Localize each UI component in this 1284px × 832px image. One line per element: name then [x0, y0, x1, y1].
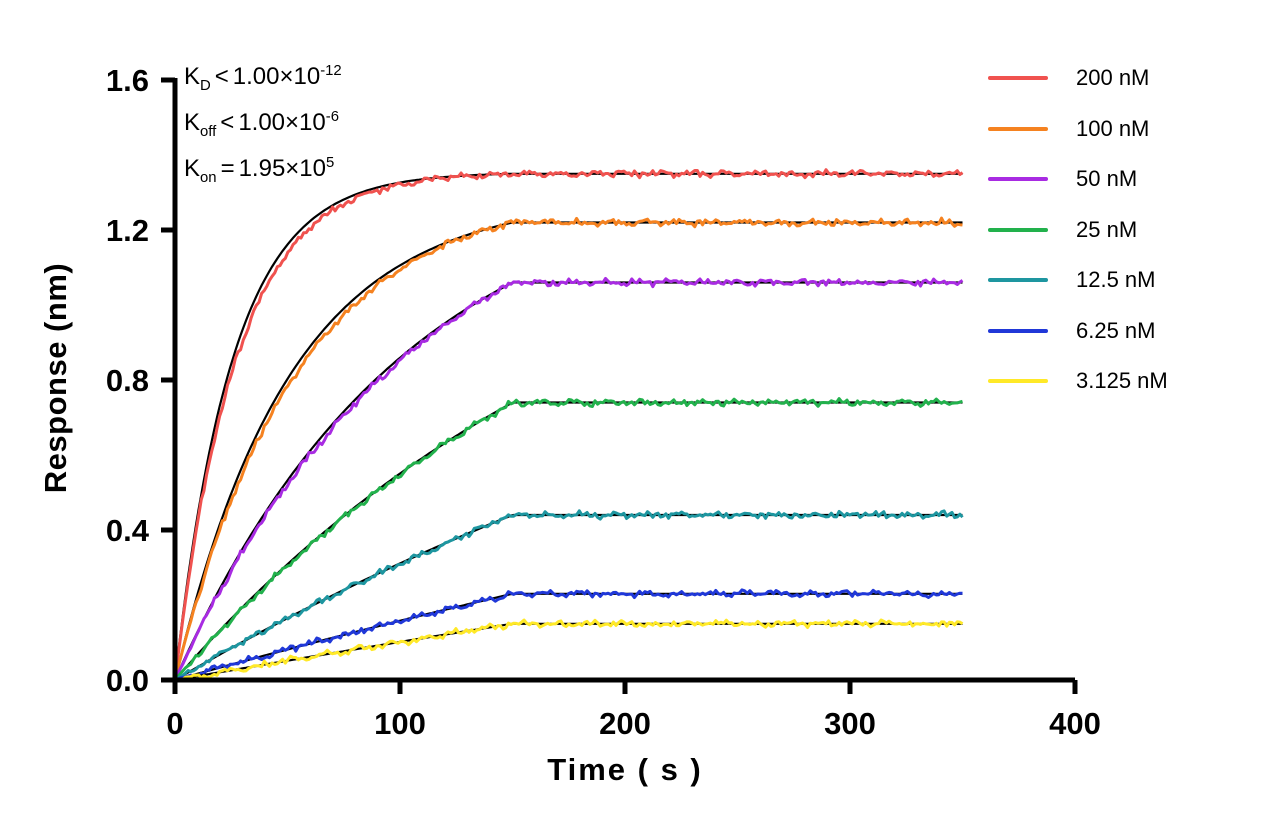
fit-line — [173, 281, 963, 681]
koff-value: 1.00×10 — [238, 109, 326, 136]
kd-symbol: K — [184, 63, 201, 90]
koff-exponent: -6 — [325, 109, 339, 125]
series-line — [173, 397, 963, 682]
legend-swatch-3.125nM — [988, 379, 1048, 384]
legend-swatch-25nM — [988, 227, 1048, 232]
y-tick-label: 1.2 — [106, 213, 149, 248]
legend-swatch-12.5nM — [988, 278, 1048, 283]
kon-annotation: Kon = 1.95×105 — [184, 154, 342, 200]
kd-exponent: -12 — [320, 63, 342, 79]
legend-item-100nM: 100 nM — [988, 104, 1168, 155]
koff-annotation: Koff <1.00×10-6 — [184, 108, 342, 154]
legend-label-50nM: 50 nM — [1076, 166, 1138, 192]
kon-relation: = — [220, 155, 235, 182]
x-tick-label: 200 — [599, 706, 651, 741]
fit-line — [174, 401, 963, 681]
y-tick-label: 0.0 — [106, 663, 149, 698]
x-tick-label: 0 — [166, 706, 183, 741]
y-tick-label: 0.8 — [106, 363, 149, 398]
kinetics-annotations: KD <1.00×10-12 Koff <1.00×10-6 Kon = 1.95×10… — [184, 62, 342, 200]
x-tick-label: 100 — [374, 706, 426, 741]
kd-annotation: KD <1.00×10-12 — [184, 62, 342, 108]
legend-item-6.25nM: 6.25 nM — [988, 306, 1168, 357]
koff-subscript: off — [200, 123, 217, 140]
legend-label-100nM: 100 nM — [1076, 115, 1150, 141]
legend-swatch-100nM — [988, 126, 1048, 131]
legend-label-6.25nM: 6.25 nM — [1076, 317, 1156, 343]
series-line — [173, 276, 964, 681]
legend-swatch-50nM — [988, 177, 1048, 182]
series-line — [174, 618, 964, 682]
x-axis-title: Time ( s ) — [547, 752, 703, 787]
x-tick-label: 300 — [824, 706, 876, 741]
legend-label-12.5nM: 12.5 nM — [1076, 267, 1156, 293]
series-line — [173, 168, 964, 681]
legend-label-25nM: 25 nM — [1076, 216, 1138, 242]
kon-symbol: K — [184, 155, 201, 182]
legend-swatch-6.25nM — [988, 328, 1048, 333]
legend: 200 nM 100 nM 50 nM 25 nM 12.5 nM 6.25 n… — [988, 53, 1168, 407]
legend-item-3.125nM: 3.125 nM — [988, 356, 1168, 407]
y-axis-title: Response (nm) — [38, 262, 73, 494]
x-tick-label: 400 — [1049, 706, 1101, 741]
series-line — [174, 588, 963, 682]
legend-item-200nM: 200 nM — [988, 53, 1168, 104]
kd-relation: < — [214, 63, 229, 90]
y-tick-label: 1.6 — [106, 63, 149, 98]
kon-value: 1.95×10 — [238, 155, 326, 182]
legend-item-25nM: 25 nM — [988, 205, 1168, 256]
koff-relation: < — [220, 109, 235, 136]
legend-label-3.125nM: 3.125 nM — [1076, 368, 1168, 394]
fit-line — [174, 513, 963, 681]
legend-item-12.5nM: 12.5 nM — [988, 255, 1168, 306]
series-line — [173, 216, 963, 681]
kd-value: 1.00×10 — [232, 63, 321, 90]
kd-subscript: D — [200, 77, 211, 94]
legend-item-50nM: 50 nM — [988, 154, 1168, 205]
kon-subscript: on — [200, 169, 217, 186]
series-line — [174, 509, 964, 682]
fit-line — [174, 622, 963, 682]
legend-swatch-200nM — [988, 76, 1048, 81]
koff-symbol: K — [184, 109, 201, 136]
fit-line — [173, 172, 963, 681]
kon-exponent: 5 — [326, 155, 335, 171]
legend-label-200nM: 200 nM — [1076, 65, 1150, 91]
y-tick-label: 0.4 — [106, 513, 150, 548]
fit-line — [173, 221, 963, 681]
fit-line — [174, 592, 963, 682]
